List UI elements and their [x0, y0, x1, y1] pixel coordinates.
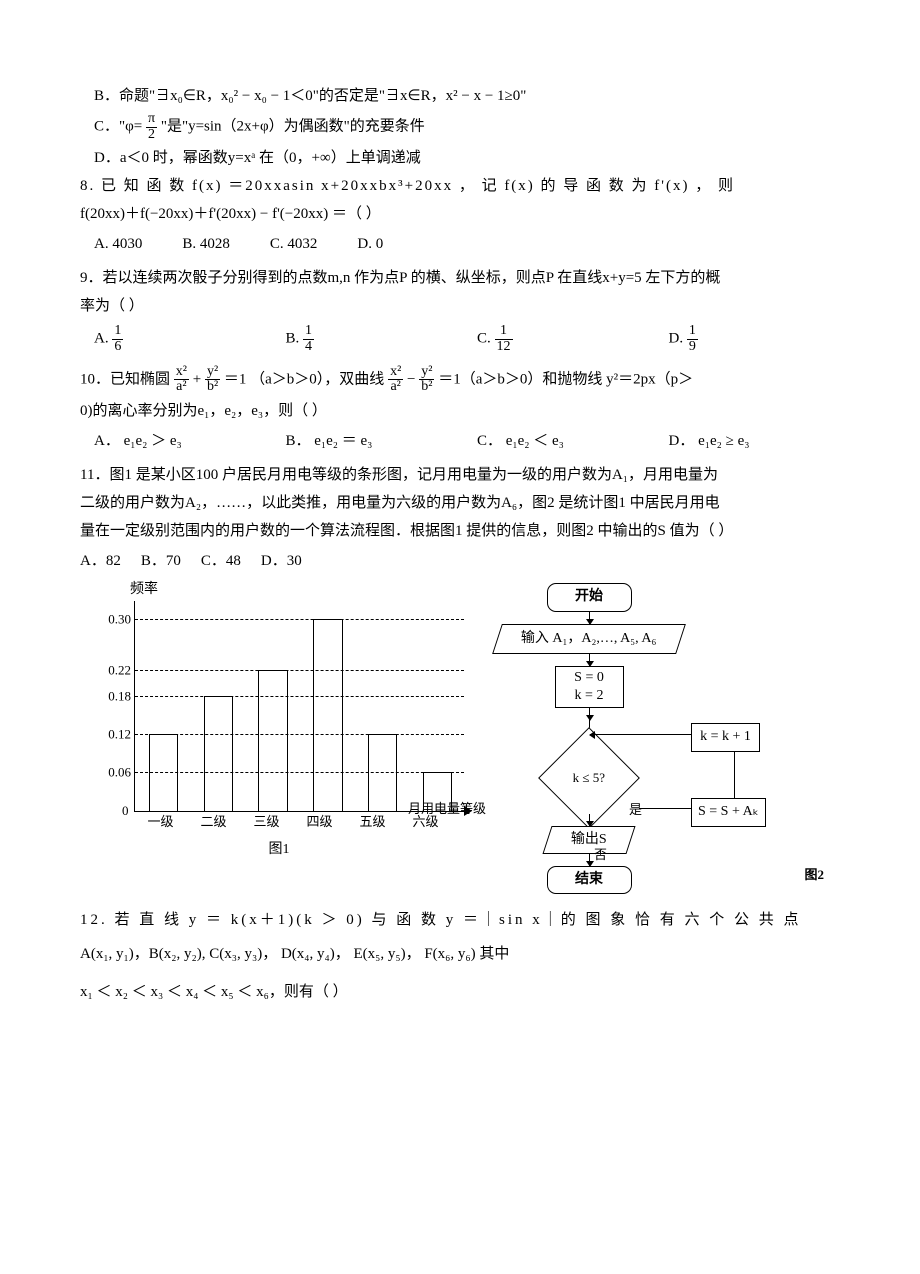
bar — [258, 670, 287, 811]
xlabel: 二级 — [187, 812, 240, 833]
ytick: 0.22 — [91, 661, 131, 682]
q10-line2: 0)的离心率分别为e₁，e₂，e₃，则（ ） — [80, 399, 860, 423]
q9-opt-c: C. 112 — [477, 324, 669, 354]
q9-opt-b: B. 14 — [286, 324, 478, 354]
q9-line2: 率为（ ） — [80, 294, 860, 318]
flow-no-label: 否 — [594, 845, 607, 866]
q12-line2: A(x₁, y₁)，B(x₂, y₂), C(x₃, y₃)， D(x₄, y₄… — [80, 942, 860, 966]
q11-opt-c: C．48 — [201, 549, 241, 573]
chart-xtitle: 月用电量等级 — [408, 799, 486, 820]
chart-ylabel: 频率 — [130, 579, 158, 601]
q11-opt-b: B．70 — [141, 549, 181, 573]
q8-opt-a: A. 4030 — [94, 232, 142, 256]
q11-line2: 二级的用户数为A₂，……，以此类推，用电量为六级的用户数为A₆，图2 是统计图1… — [80, 491, 860, 515]
q10-opt-a: A． e₁e₂ ＞ e₃ — [94, 429, 286, 453]
q8-opt-b: B. 4028 — [182, 232, 230, 256]
q9-line1: 9．若以连续两次骰子分别得到的点数m,n 作为点P 的横、纵坐标，则点P 在直线… — [80, 266, 860, 290]
q8-opt-c: C. 4032 — [270, 232, 318, 256]
flow-start: 开始 — [547, 583, 632, 611]
ytick: 0.30 — [91, 610, 131, 631]
q11-line1: 11．图1 是某小区100 户居民月用电等级的条形图，记月用电量为一级的用户数为… — [80, 463, 860, 487]
flow-end: 结束 — [547, 866, 632, 894]
ytick: 0.12 — [91, 724, 131, 745]
flow-acc: S = S + Aₖ — [691, 798, 766, 826]
text: C．"φ= — [94, 119, 146, 135]
flow-init: S = 0 k = 2 — [555, 666, 624, 708]
flow-input: 输入 A₁，A₂,…, A₅, A₆ — [492, 624, 686, 654]
ytick: 0.18 — [91, 686, 131, 707]
q7-opt-c: C．"φ= π2 "是"y=sin（2x+φ）为偶函数"的充要条件 — [94, 112, 860, 142]
q8-line1: 8. 已 知 函 数 f(x) ＝20xxasin x+20xxbx³+20xx… — [80, 174, 860, 198]
q9-opt-a: A. 16 — [94, 324, 286, 354]
bar — [204, 696, 233, 812]
q12-line3: x₁ ＜ x₂ ＜ x₃ ＜ x₄ ＜ x₅ ＜ x₆，则有（ ） — [80, 980, 860, 1004]
flow-incr: k = k + 1 — [691, 723, 760, 751]
q7-opt-d: D．a＜0 时，幂函数y=xᵃ 在（0，+∞）上单调递减 — [94, 146, 860, 170]
xlabel: 五级 — [346, 812, 399, 833]
q12-line1: 12. 若 直 线 y ＝ k(x＋1)(k ＞ 0) 与 函 数 y ＝｜si… — [80, 908, 860, 932]
flowchart: 开始 输入 A₁，A₂,…, A₅, A₆ S = 0 k = 2 k ≤ 5?… — [494, 583, 794, 894]
q10-opt-c: C． e₁e₂ ＜ e₃ — [477, 429, 669, 453]
q9-opt-d: D. 19 — [669, 324, 861, 354]
fraction: π2 — [146, 112, 157, 142]
q10-opt-b: B． e₁e₂ ＝ e₃ — [286, 429, 478, 453]
flow-caption: 图2 — [804, 865, 824, 886]
q10-opt-d: D． e₁e₂ ≥ e₃ — [669, 429, 861, 453]
bar-chart: 频率 0.300.220.180.120.06 0 月用电量等级 一级二级三级四… — [94, 583, 464, 861]
text: "是"y=sin（2x+φ）为偶函数"的充要条件 — [161, 119, 425, 135]
ytick: 0.06 — [91, 763, 131, 784]
q8-opt-d: D. 0 — [357, 232, 383, 256]
q11-figures: 频率 0.300.220.180.120.06 0 月用电量等级 一级二级三级四… — [80, 583, 860, 894]
bar — [313, 619, 342, 811]
q10-line1: 10．已知椭圆 x²a² + y²b² ＝1 （a＞b＞0），双曲线 x²a² … — [80, 365, 860, 395]
q11-line3: 量在一定级别范围内的用户数的一个算法流程图．根据图1 提供的信息，则图2 中输出… — [80, 519, 860, 543]
q11-opt-a: A．82 — [80, 549, 121, 573]
q11-options: A．82 B．70 C．48 D．30 — [80, 549, 860, 573]
q8-options: A. 4030 B. 4028 C. 4032 D. 0 — [94, 232, 860, 256]
q10-options: A． e₁e₂ ＞ e₃ B． e₁e₂ ＝ e₃ C． e₁e₂ ＜ e₃ D… — [94, 429, 860, 453]
flow-output: 输出S — [542, 826, 635, 854]
q7-opt-b: B．命题"∃x₀∈R，x₀² − x₀ − 1＜0"的否定是"∃x∈R，x² −… — [94, 84, 860, 108]
xlabel: 四级 — [293, 812, 346, 833]
q8-line2: f(20xx)＋f(−20xx)＋f'(20xx) − f'(−20xx) ＝（… — [80, 202, 860, 226]
flow-yes-label: 是 — [629, 800, 642, 821]
xlabel: 一级 — [134, 812, 187, 833]
chart-zero: 0 — [122, 801, 129, 822]
chart-caption: 图1 — [94, 839, 464, 861]
q9-options: A. 16 B. 14 C. 112 D. 19 — [94, 324, 860, 354]
q11-opt-d: D．30 — [261, 549, 302, 573]
xlabel: 三级 — [240, 812, 293, 833]
